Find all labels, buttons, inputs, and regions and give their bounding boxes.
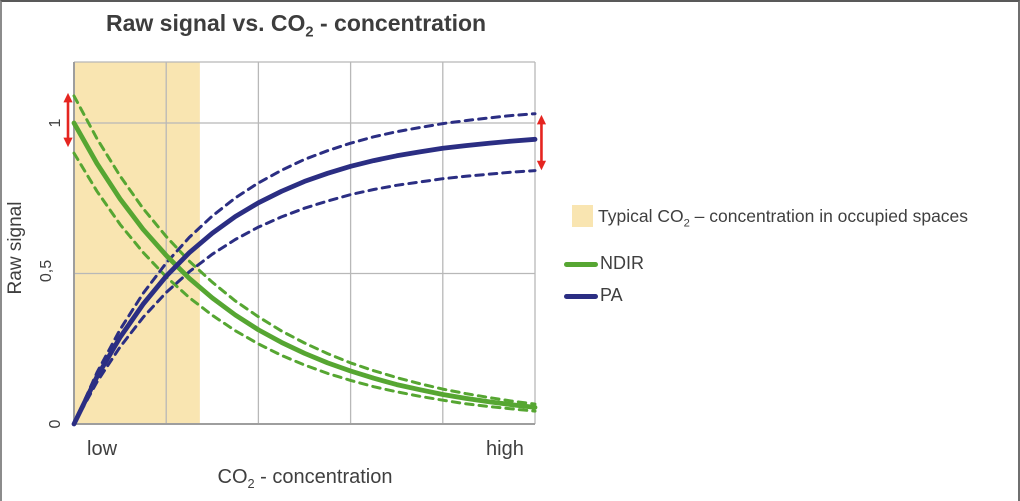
y-axis-label: Raw signal [5,201,26,295]
x-tick-high: high [486,438,524,460]
series-ndir [71,120,538,410]
y-tick-0: 0 [47,419,64,429]
series-pa [71,136,538,427]
x-tick-low: low [87,438,118,460]
signal-range-arrow-low-head-top [63,92,73,103]
y-tick-0-5: 0,5 [38,259,55,283]
legend-pa-line [564,294,598,299]
series-pa-lower-band [72,169,537,426]
x-axis-label: CO2 - concentration [217,466,393,491]
signal-range-arrow-low-head-bottom [63,137,73,148]
signal-range-arrow-high-head-bottom [536,160,547,171]
series-ndir-lower-band [72,151,537,413]
series-pa-upper-band [72,112,537,426]
legend-band-swatch [572,205,593,227]
legend-band-label: Typical CO2 – concentration in occupied … [598,206,969,230]
signal-range-arrow-high-head-top [536,114,547,125]
y-tick-1: 1 [47,118,64,128]
chart-title: Raw signal vs. CO2 - concentration [106,10,487,41]
legend-pa-label: PA [600,285,623,305]
series-ndir-upper-band [72,94,537,406]
legend-ndir-line [564,262,598,267]
legend-ndir-label: NDIR [600,253,644,273]
